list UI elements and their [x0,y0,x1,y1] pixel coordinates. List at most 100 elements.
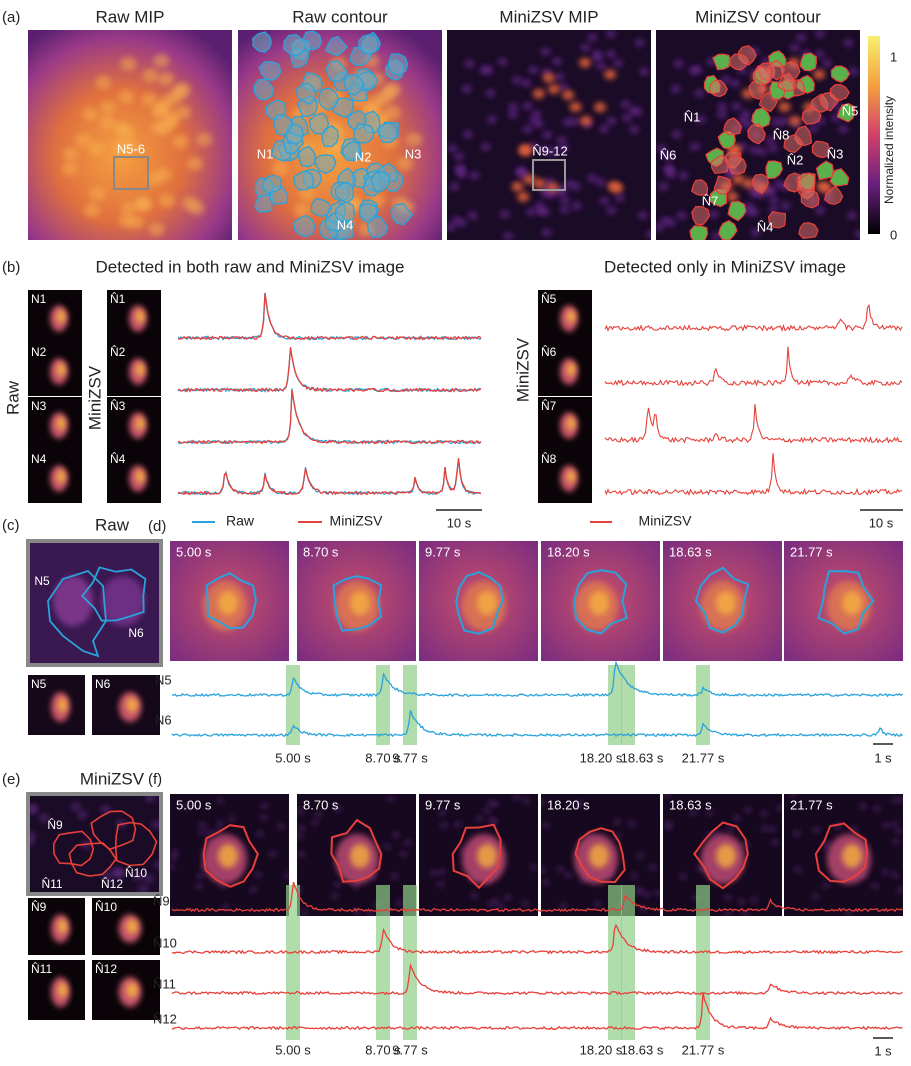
cell [436,881,445,888]
contour [295,82,317,105]
contour [202,824,259,888]
contour [114,821,158,867]
cell [765,136,776,145]
cell [259,814,268,821]
cell [551,57,562,66]
cell [816,181,829,192]
cell [497,57,508,66]
image [28,541,161,665]
cell [533,178,546,189]
cell [822,882,831,889]
trace [171,882,903,913]
thumb-label: N̂5 [541,291,557,306]
cell [196,872,205,879]
cell [571,201,582,210]
thumbnail: N̂5 [538,290,592,343]
cell [673,59,684,68]
cell [148,222,165,237]
frame: 21.77 s [784,541,903,661]
cell [596,62,607,71]
cell [822,844,831,851]
cell [142,68,159,83]
cell [695,115,706,124]
cell [630,872,639,879]
cell [384,82,401,97]
cell [449,182,460,191]
label: 10 s [869,515,894,530]
cell [297,825,306,832]
contour [254,194,274,213]
thumb-label: N2 [31,345,47,359]
cell [115,869,126,878]
label: MiniZSV [639,513,693,529]
cell [742,178,755,189]
cell [75,132,92,147]
cell [723,894,732,901]
row-label: MiniZSV [513,337,532,402]
cell [604,69,617,80]
label: (a) [2,9,20,26]
label: N6 [155,712,172,727]
contour [824,185,844,205]
cell [100,100,117,115]
trace [177,292,482,341]
highlight [376,885,390,1040]
label: 8.70 s [365,750,401,765]
cell [716,591,736,615]
cell [566,309,576,324]
thumb-label: N6 [95,677,111,691]
cell [664,820,673,827]
thumbnail: N̂12 [92,960,160,1020]
contour [713,175,732,195]
contour [747,123,766,145]
cell [121,201,138,216]
cell [606,206,617,215]
cell [437,868,446,875]
cell [511,181,524,192]
contour [358,34,379,56]
contour [283,34,307,57]
cell [297,808,305,815]
cell [522,125,533,134]
cell [196,132,213,147]
frame-time: 5.00 s [176,544,212,559]
cell [613,819,622,826]
cell [814,50,825,59]
cell [145,171,162,186]
cell [748,146,759,155]
cell [57,982,68,998]
label: MiniZSV [330,513,384,529]
contour [751,173,769,195]
image [238,30,442,240]
cell [294,203,311,218]
cell [350,591,370,615]
highlight [608,665,622,745]
cell [100,805,111,814]
cell [741,911,750,916]
cell [383,843,392,850]
cell [84,203,101,218]
cell [438,809,447,816]
trace [604,404,903,444]
contour [836,102,856,123]
cell [778,101,791,112]
cell [846,211,857,220]
cell [896,887,903,894]
cell [283,872,289,879]
cell [622,113,633,122]
cell [890,821,899,828]
highlight [621,885,635,1040]
label: (f) [148,771,162,788]
highlight [608,885,622,1040]
cell [99,115,116,130]
cell [542,72,555,83]
label: N̂6 [660,147,677,162]
cell [844,910,853,916]
cell [89,186,106,201]
contour [783,172,803,193]
thumbnail: N1 [28,290,82,343]
cell [843,38,854,47]
frame: 18.20 s [541,541,660,661]
cell [760,810,769,817]
trace [177,458,482,496]
